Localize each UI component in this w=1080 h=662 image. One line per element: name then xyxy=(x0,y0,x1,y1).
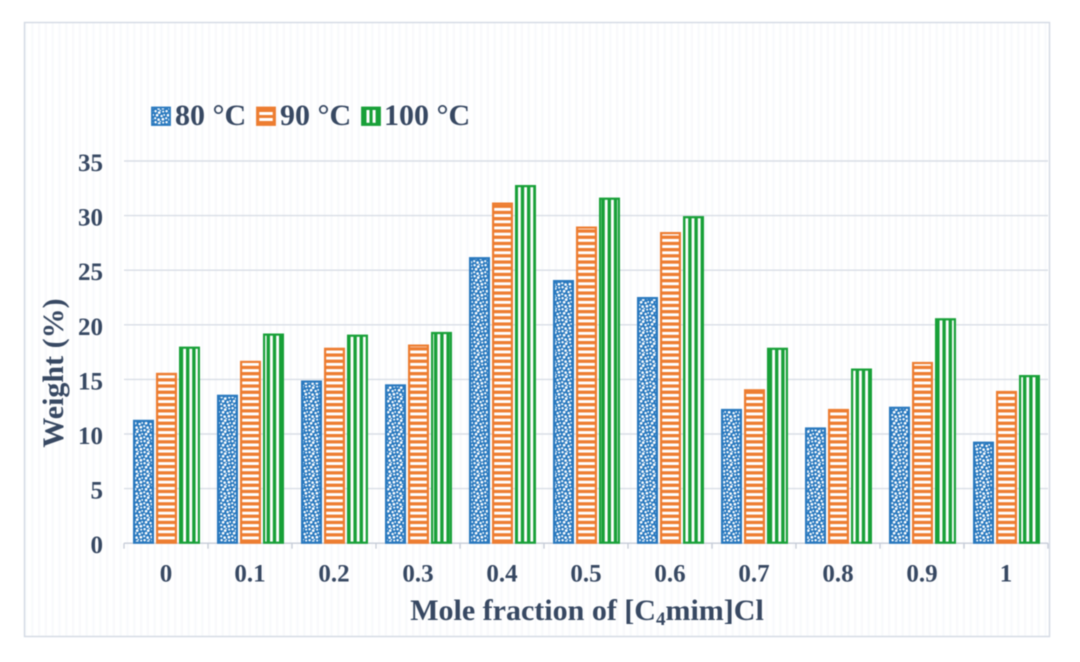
svg-text:0.2: 0.2 xyxy=(318,561,349,588)
svg-text:15: 15 xyxy=(78,368,103,395)
svg-text:0.9: 0.9 xyxy=(906,561,937,588)
svg-text:0.3: 0.3 xyxy=(402,561,433,588)
svg-text:0.7: 0.7 xyxy=(738,561,769,588)
svg-text:5: 5 xyxy=(91,478,104,505)
svg-text:30: 30 xyxy=(78,205,103,232)
svg-text:90 °C: 90 °C xyxy=(280,99,351,132)
svg-text:0.5: 0.5 xyxy=(570,561,601,588)
svg-text:Weight (%): Weight (%) xyxy=(37,298,70,447)
svg-text:Mole fraction of [C4mim]Cl: Mole fraction of [C4mim]Cl xyxy=(410,594,764,630)
svg-text:0.4: 0.4 xyxy=(486,561,518,588)
svg-text:35: 35 xyxy=(78,150,103,177)
svg-text:20: 20 xyxy=(78,314,103,341)
svg-text:0: 0 xyxy=(91,532,104,559)
svg-text:10: 10 xyxy=(78,423,103,450)
svg-text:80 °C: 80 °C xyxy=(175,99,246,132)
svg-text:0.1: 0.1 xyxy=(234,561,265,588)
svg-text:0: 0 xyxy=(160,561,173,588)
svg-text:0.6: 0.6 xyxy=(654,561,685,588)
svg-text:25: 25 xyxy=(78,259,103,286)
svg-text:100 °C: 100 °C xyxy=(384,99,470,132)
svg-text:1: 1 xyxy=(1000,561,1013,588)
svg-text:0.8: 0.8 xyxy=(822,561,853,588)
